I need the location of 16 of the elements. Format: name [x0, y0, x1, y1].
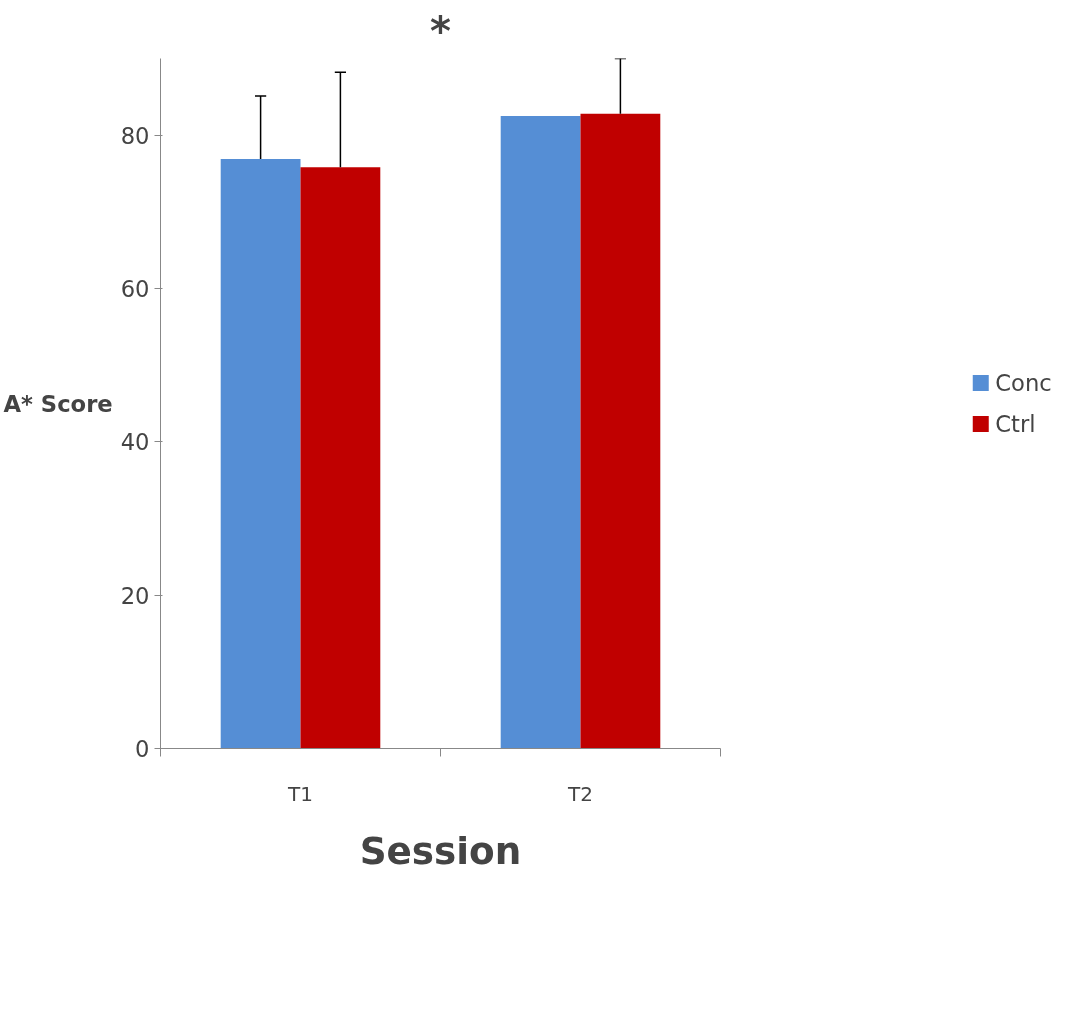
y-tick-label: 20 [120, 582, 150, 609]
bar [220, 158, 301, 749]
legend-label: Conc [995, 369, 1052, 396]
bar [580, 113, 661, 749]
legend-label: Ctrl [995, 410, 1036, 437]
y-tick-label: 80 [120, 122, 150, 149]
bar [300, 167, 381, 749]
y-tick-label: 40 [120, 429, 150, 456]
y-tick-label: 60 [120, 276, 150, 302]
x-axis-title: Session [359, 828, 522, 873]
text: * [430, 7, 452, 54]
y-tick-label: 0 [135, 736, 150, 762]
x-tick-label: T2 [567, 781, 593, 806]
bar [500, 116, 581, 749]
y-axis-title: A* Score [3, 390, 113, 417]
x-tick-label: T1 [287, 781, 313, 806]
